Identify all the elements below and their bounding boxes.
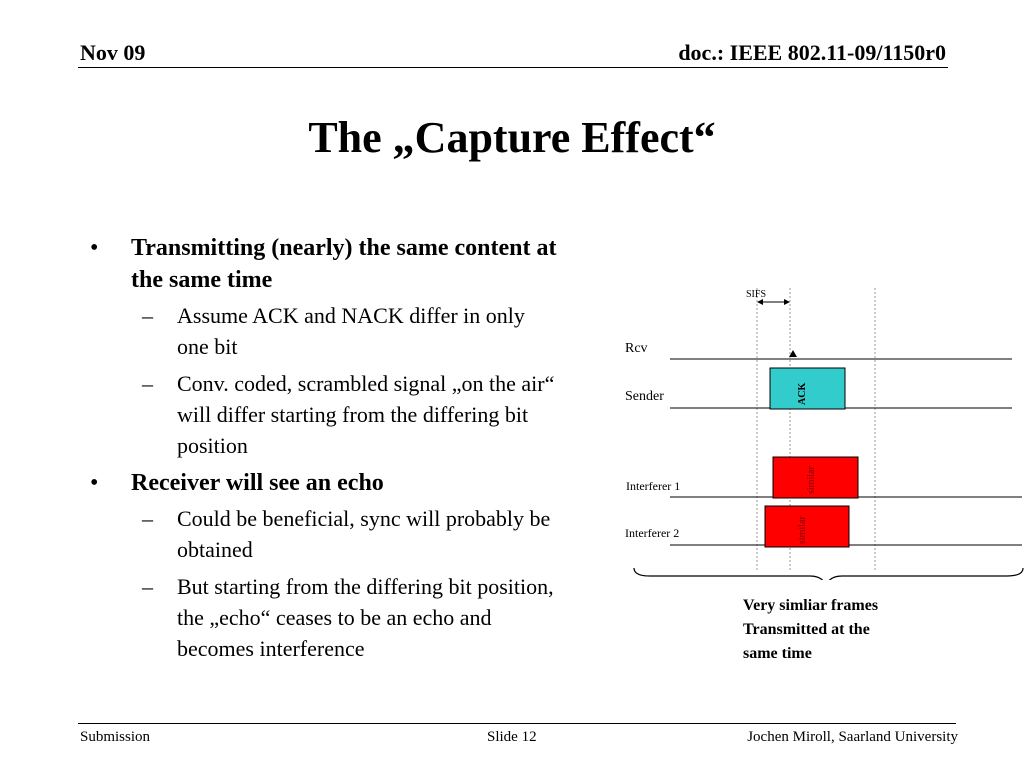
sub-bullet-marker: – [142, 506, 153, 531]
sub-bullet-item: – Assume ACK and NACK differ in only one… [90, 300, 560, 362]
slide-title: The „Capture Effect“ [308, 113, 716, 162]
bullet-marker: • [90, 235, 99, 261]
rcv-marker-arrow [789, 350, 797, 357]
interferer-1-frame [772, 456, 859, 499]
bullet-text: Transmitting (nearly) the same content a… [131, 235, 557, 293]
header-doc-id: doc.: IEEE 802.11-09/1150r0 [678, 40, 946, 65]
row-label-interferer-1: Interferer 1 [626, 479, 680, 493]
sub-bullet-text: Assume ACK and NACK differ in only one b… [177, 303, 525, 359]
interferer-1-frame-label: similar [806, 466, 817, 494]
sub-bullet-item: – Conv. coded, scrambled signal „on the … [90, 368, 560, 461]
sub-bullet-text: But starting from the differing bit posi… [177, 574, 554, 661]
sub-bullet-marker: – [142, 574, 153, 599]
bullet-text: Receiver will see an echo [131, 470, 384, 496]
sub-bullet-text: Conv. coded, scrambled signal „on the ai… [177, 371, 555, 458]
sub-bullet-item: – But starting from the differing bit po… [90, 571, 560, 664]
footer-divider [78, 723, 956, 724]
header-divider [78, 67, 948, 68]
footer-submission: Submission [80, 729, 151, 745]
row-label-rcv: Rcv [625, 341, 648, 356]
header-date: Nov 09 [80, 40, 146, 65]
bullet-marker: • [90, 470, 99, 496]
sub-bullet-marker: – [142, 371, 153, 396]
sifs-label: SIFS [746, 289, 766, 300]
timing-diagram: SIFS Rcv Sender ACK Interferer 1 similar… [625, 288, 1024, 580]
ack-frame [769, 367, 846, 410]
ack-frame-label: ACK [797, 383, 808, 405]
sifs-arrowhead-left [757, 299, 763, 305]
sifs-arrowhead-right [784, 299, 790, 305]
sub-bullet-marker: – [142, 303, 153, 328]
row-label-interferer-2: Interferer 2 [625, 526, 679, 540]
interferer-2-frame [764, 505, 850, 548]
sub-bullet-item: – Could be beneficial, sync will probabl… [90, 503, 560, 565]
grouping-brace [633, 567, 1024, 580]
caption-line: Transmitted at the [743, 621, 870, 638]
slide-number: Slide 12 [487, 729, 537, 745]
bullet-item: • Transmitting (nearly) the same content… [90, 232, 560, 296]
footer-author: Jochen Miroll, Saarland University [747, 729, 958, 745]
caption-line: Very simliar frames [743, 597, 879, 614]
bullet-item: • Receiver will see an echo [90, 467, 560, 499]
diagram-caption: Very simliar frames Transmitted at the s… [743, 594, 943, 666]
row-label-sender: Sender [625, 389, 664, 404]
caption-line: same time [743, 645, 812, 662]
sub-bullet-text: Could be beneficial, sync will probably … [177, 506, 551, 562]
interferer-2-frame-label: similar [797, 516, 808, 544]
bullet-list: • Transmitting (nearly) the same content… [90, 232, 560, 670]
